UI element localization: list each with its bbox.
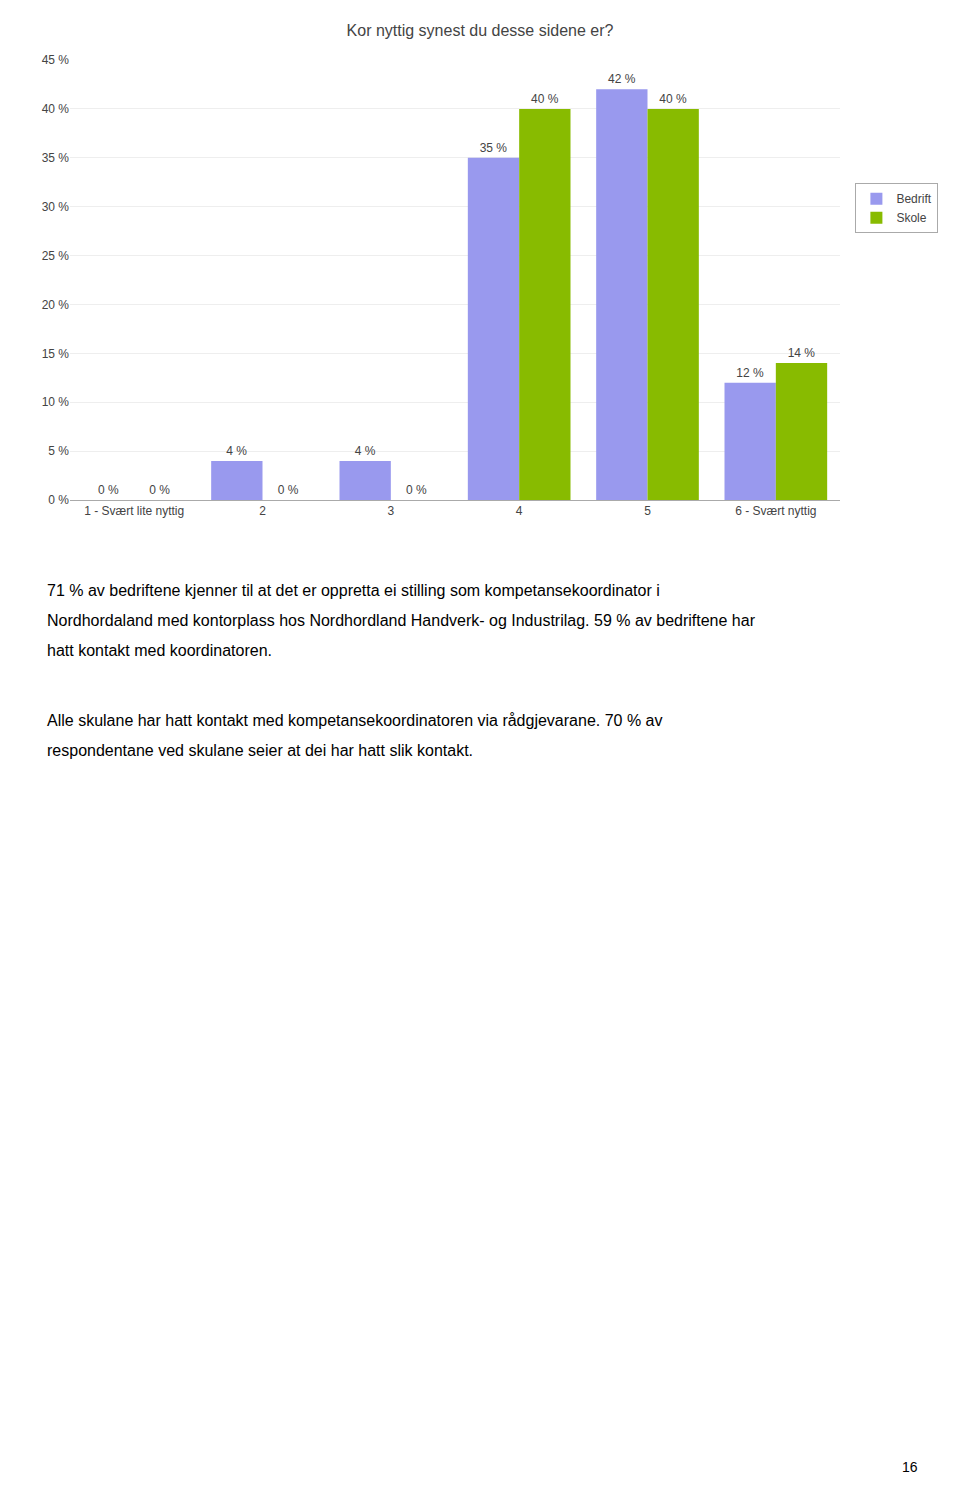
svg-text:3: 3 [387,504,394,518]
svg-text:20 %: 20 % [42,298,70,312]
svg-text:1 - Svært lite nyttig: 1 - Svært lite nyttig [84,504,184,518]
svg-text:0 %: 0 % [48,493,69,507]
svg-text:0 %: 0 % [278,483,299,497]
svg-text:42 %: 42 % [608,72,636,86]
svg-text:2: 2 [259,504,266,518]
svg-text:Bedrift: Bedrift [896,192,931,206]
svg-text:5 %: 5 % [48,444,69,458]
svg-text:15 %: 15 % [42,347,70,361]
svg-text:Nordhordaland med kontorplass: Nordhordaland med kontorplass hos Nordho… [47,612,756,629]
svg-text:10 %: 10 % [42,395,70,409]
svg-text:respondentane ved skulane seie: respondentane ved skulane seier at dei h… [47,742,473,759]
svg-text:4 %: 4 % [355,444,376,458]
svg-text:30 %: 30 % [42,200,70,214]
svg-text:6 - Svært nyttig: 6 - Svært nyttig [735,504,816,518]
svg-text:40 %: 40 % [659,92,687,106]
svg-text:4: 4 [516,504,523,518]
svg-text:0 %: 0 % [98,483,119,497]
svg-text:35 %: 35 % [480,141,508,155]
svg-text:71 % av bedriftene kjenner til: 71 % av bedriftene kjenner til at det er… [47,582,660,599]
svg-text:12 %: 12 % [736,366,764,380]
svg-text:40 %: 40 % [531,92,559,106]
svg-text:5: 5 [644,504,651,518]
svg-text:16: 16 [902,1459,918,1475]
svg-text:hatt kontakt med koordinatoren: hatt kontakt med koordinatoren. [47,642,272,659]
svg-text:45 %: 45 % [42,53,70,67]
svg-text:4 %: 4 % [226,444,247,458]
svg-text:Skole: Skole [896,211,926,225]
svg-text:25 %: 25 % [42,249,70,263]
svg-text:14 %: 14 % [788,346,816,360]
svg-text:0 %: 0 % [406,483,427,497]
svg-text:Alle skulane har hatt kontakt: Alle skulane har hatt kontakt med kompet… [47,712,662,729]
svg-text:Kor nyttig synest du desse sid: Kor nyttig synest du desse sidene er? [347,22,614,39]
svg-text:40 %: 40 % [42,102,70,116]
svg-text:35 %: 35 % [42,151,70,165]
svg-text:0 %: 0 % [149,483,170,497]
